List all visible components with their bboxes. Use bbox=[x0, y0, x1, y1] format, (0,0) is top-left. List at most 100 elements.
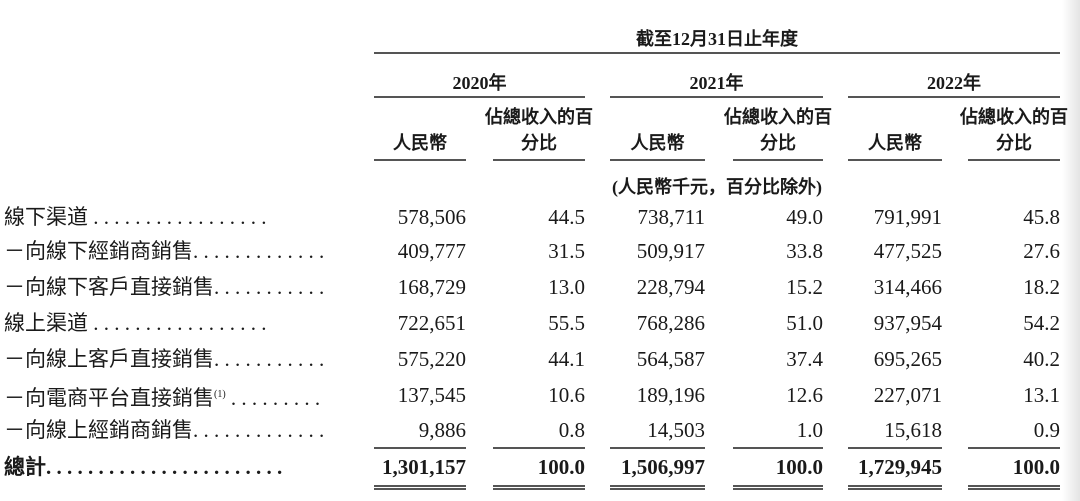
year-2022: 2022年 bbox=[927, 73, 981, 93]
cell-value: 15.2 bbox=[786, 275, 823, 299]
period-heading: 截至12月31日止年度 bbox=[636, 29, 798, 49]
row-label: －向線下客戶直接銷售. . . . . . . . . . . bbox=[4, 275, 325, 299]
cell-value: 44.1 bbox=[548, 347, 585, 371]
cell-value: 564,587 bbox=[636, 347, 705, 371]
total-row: 總計. . . . . . . . . . . . . . . . . . . … bbox=[0, 453, 1080, 483]
cell-value: 37.4 bbox=[786, 347, 823, 371]
total-double-rule bbox=[610, 485, 705, 490]
total-double-rule bbox=[493, 485, 585, 490]
cell-value: 40.2 bbox=[1023, 347, 1060, 371]
cell-value: 9,886 bbox=[418, 418, 466, 442]
divider bbox=[374, 159, 466, 161]
cell-value: 44.5 bbox=[548, 205, 585, 229]
table-row: －向線下客戶直接銷售. . . . . . . . . . . 168,729 13… bbox=[0, 273, 1080, 303]
divider bbox=[610, 96, 823, 98]
total-value: 100.0 bbox=[775, 455, 823, 479]
cell-value: 55.5 bbox=[548, 311, 585, 335]
pct-header-line2: 分比 bbox=[760, 133, 796, 153]
cell-value: 722,651 bbox=[397, 311, 466, 335]
total-value: 1,729,945 bbox=[858, 455, 942, 479]
cell-value: 45.8 bbox=[1023, 205, 1060, 229]
cell-value: 738,711 bbox=[637, 205, 705, 229]
cell-value: 31.5 bbox=[548, 239, 585, 263]
cell-value: 695,265 bbox=[873, 347, 942, 371]
pct-header-line1: 佔總收入的百 bbox=[485, 107, 593, 127]
row-label: －向線上經銷商銷售. . . . . . . . . . . . . bbox=[4, 418, 325, 442]
cell-value: 578,506 bbox=[397, 205, 466, 229]
row-label: 線上渠道 . . . . . . . . . . . . . . . . . bbox=[4, 311, 267, 335]
total-label: 總計. . . . . . . . . . . . . . . . . . . … bbox=[4, 455, 283, 479]
total-value: 100.0 bbox=[1012, 455, 1060, 479]
cell-value: 14,503 bbox=[647, 418, 705, 442]
cell-value: 791,991 bbox=[873, 205, 942, 229]
cell-value: 0.8 bbox=[558, 418, 585, 442]
row-label: 線下渠道 . . . . . . . . . . . . . . . . . bbox=[4, 205, 267, 229]
cell-value: 137,545 bbox=[397, 383, 466, 407]
total-double-rule bbox=[733, 485, 823, 490]
subtotal-rule bbox=[374, 447, 466, 449]
divider bbox=[610, 159, 705, 161]
total-double-rule bbox=[374, 485, 466, 490]
cell-value: 27.6 bbox=[1023, 239, 1060, 263]
footnote-marker: (1) bbox=[214, 389, 226, 400]
total-double-rule bbox=[968, 485, 1060, 490]
pct-header-line1: 佔總收入的百 bbox=[724, 107, 832, 127]
cell-value: 54.2 bbox=[1023, 311, 1060, 335]
total-value: 100.0 bbox=[537, 455, 585, 479]
cell-value: 13.1 bbox=[1023, 383, 1060, 407]
cell-value: 189,196 bbox=[636, 383, 705, 407]
cell-value: 227,071 bbox=[873, 383, 942, 407]
cell-value: 1.0 bbox=[796, 418, 823, 442]
cell-value: 937,954 bbox=[873, 311, 942, 335]
year-2020: 2020年 bbox=[452, 73, 507, 93]
cell-value: 168,729 bbox=[397, 275, 466, 299]
cell-value: 18.2 bbox=[1023, 275, 1060, 299]
cell-value: 51.0 bbox=[786, 311, 823, 335]
cell-value: 314,466 bbox=[873, 275, 942, 299]
divider bbox=[968, 159, 1060, 161]
table-row: －向線上客戶直接銷售. . . . . . . . . . . 575,220 44… bbox=[0, 345, 1080, 375]
divider bbox=[848, 159, 942, 161]
cell-value: 228,794 bbox=[636, 275, 705, 299]
cell-value: 509,917 bbox=[636, 239, 705, 263]
divider bbox=[493, 159, 585, 161]
page-edge-shadow bbox=[1062, 0, 1080, 501]
subtotal-rule bbox=[493, 447, 585, 449]
subtotal-rule bbox=[968, 447, 1060, 449]
table-row: －向電商平台直接銷售(1) . . . . . . . . . 137,545 10… bbox=[0, 381, 1080, 411]
cell-value: 0.9 bbox=[1033, 418, 1060, 442]
total-value: 1,506,997 bbox=[621, 455, 705, 479]
subtotal-rule bbox=[733, 447, 823, 449]
rmb-header: 人民幣 bbox=[868, 133, 922, 153]
total-value: 1,301,157 bbox=[382, 455, 466, 479]
cell-value: 10.6 bbox=[548, 383, 585, 407]
row-label: －向電商平台直接銷售(1) . . . . . . . . . bbox=[4, 386, 321, 410]
table-row: 線上渠道 . . . . . . . . . . . . . . . . . 72… bbox=[0, 309, 1080, 339]
year-2021: 2021年 bbox=[689, 73, 744, 93]
cell-value: 768,286 bbox=[636, 311, 705, 335]
table-row: 線下渠道 . . . . . . . . . . . . . . . . . 57… bbox=[0, 203, 1080, 233]
table-row: －向線下經銷商銷售. . . . . . . . . . . . . 409,77… bbox=[0, 237, 1080, 267]
total-double-rule bbox=[848, 485, 942, 490]
divider bbox=[848, 96, 1060, 98]
divider bbox=[374, 96, 585, 98]
subtotal-rule bbox=[848, 447, 942, 449]
pct-header-line2: 分比 bbox=[521, 133, 557, 153]
unit-note: (人民幣千元，百分比除外) bbox=[612, 177, 822, 197]
pct-header-line2: 分比 bbox=[996, 133, 1032, 153]
cell-value: 49.0 bbox=[786, 205, 823, 229]
cell-value: 409,777 bbox=[397, 239, 466, 263]
row-label: －向線上客戶直接銷售. . . . . . . . . . . bbox=[4, 347, 325, 371]
cell-value: 33.8 bbox=[786, 239, 823, 263]
cell-value: 477,525 bbox=[873, 239, 942, 263]
divider bbox=[733, 159, 823, 161]
subtotal-rule bbox=[610, 447, 705, 449]
cell-value: 15,618 bbox=[884, 418, 942, 442]
pct-header-line1: 佔總收入的百 bbox=[960, 107, 1068, 127]
table-row: －向線上經銷商銷售. . . . . . . . . . . . . 9,886 0… bbox=[0, 416, 1080, 446]
rmb-header: 人民幣 bbox=[630, 133, 685, 153]
divider bbox=[374, 52, 1060, 54]
cell-value: 12.6 bbox=[786, 383, 823, 407]
cell-value: 13.0 bbox=[548, 275, 585, 299]
cell-value: 575,220 bbox=[397, 347, 466, 371]
